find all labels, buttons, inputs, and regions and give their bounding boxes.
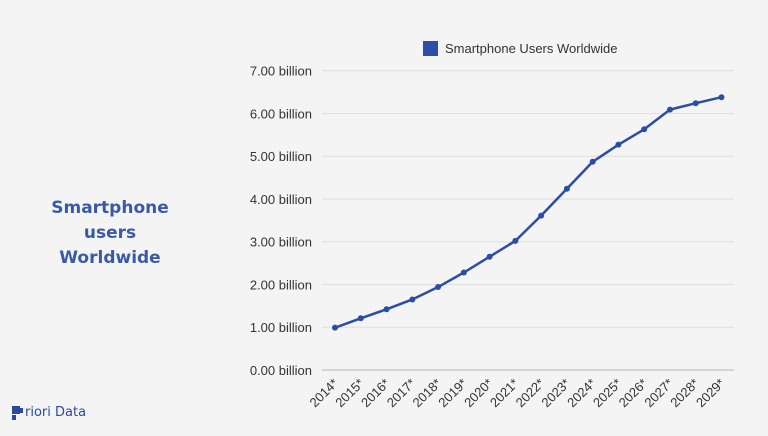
data-point	[357, 315, 364, 322]
y-tick-label: 2.00 billion	[250, 277, 312, 292]
data-point	[383, 306, 390, 313]
y-tick-label: 6.00 billion	[250, 106, 312, 121]
data-point	[666, 106, 673, 113]
data-point	[692, 100, 699, 107]
side-title: Smartphone users Worldwide	[30, 196, 190, 271]
legend-label: Smartphone Users Worldwide	[445, 41, 617, 56]
y-tick-label: 5.00 billion	[250, 149, 312, 164]
legend-swatch	[423, 41, 438, 56]
side-title-line-1: Smartphone users	[51, 198, 169, 243]
y-tick-label: 3.00 billion	[250, 235, 312, 250]
x-tick-label: 2014*	[306, 376, 341, 411]
x-tick-label: 2020*	[461, 376, 496, 411]
data-point	[538, 212, 545, 219]
data-point	[332, 324, 338, 331]
x-tick-label: 2018*	[410, 376, 445, 411]
x-tick-label: 2016*	[358, 376, 393, 411]
data-point	[563, 185, 570, 192]
x-tick-label: 2021*	[487, 376, 522, 411]
side-title-line-2: Worldwide	[59, 248, 161, 268]
y-tick-label: 4.00 billion	[250, 192, 312, 207]
y-tick-label: 7.00 billion	[250, 64, 312, 79]
data-point	[512, 237, 519, 244]
x-tick-label: 2023*	[538, 376, 573, 411]
x-tick-label: 2027*	[641, 376, 676, 411]
x-tick-label: 2015*	[332, 376, 367, 411]
logo-text: riori Data	[25, 405, 87, 420]
x-tick-label: 2028*	[667, 376, 702, 411]
data-point	[589, 158, 596, 165]
data-point	[486, 253, 493, 260]
x-tick-label: 2025*	[590, 376, 625, 411]
y-tick-label: 0.00 billion	[250, 363, 312, 378]
data-point	[641, 126, 648, 133]
logo-mark-icon	[12, 405, 24, 420]
data-point	[718, 94, 725, 101]
data-point	[409, 296, 416, 303]
y-tick-label: 1.00 billion	[250, 320, 312, 335]
x-tick-label: 2019*	[435, 376, 470, 411]
x-tick-label: 2029*	[693, 376, 728, 411]
x-tick-label: 2024*	[564, 376, 599, 411]
x-tick-label: 2017*	[384, 376, 419, 411]
data-point	[460, 269, 467, 276]
x-tick-label: 2022*	[513, 376, 548, 411]
data-point	[435, 284, 442, 291]
series-line	[334, 95, 722, 329]
data-point	[615, 141, 622, 148]
priori-data-logo: riori Data	[12, 405, 86, 420]
x-tick-label: 2026*	[616, 376, 651, 411]
